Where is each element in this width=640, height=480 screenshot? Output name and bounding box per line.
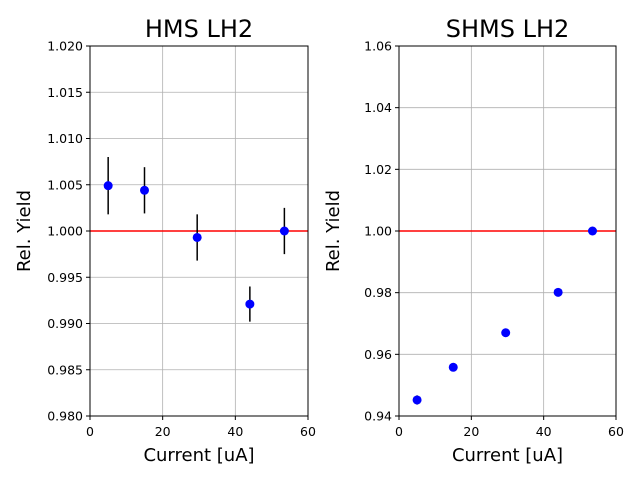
hms-data-point xyxy=(140,185,149,195)
hms-chart-title: HMS LH2 xyxy=(145,15,253,43)
shms-ytick-label: 0.98 xyxy=(364,285,392,300)
hms-xtick-label: 0 xyxy=(86,424,94,439)
shms-ytick-label: 1.00 xyxy=(364,224,392,239)
hms-data-point xyxy=(192,232,202,242)
hms-xtick-label: 60 xyxy=(300,424,316,439)
hms-ytick-label: 0.980 xyxy=(47,409,83,424)
shms-xtick-label: 40 xyxy=(536,424,552,439)
hms-ytick-label: 1.005 xyxy=(47,177,83,192)
shms-ytick-label: 0.96 xyxy=(364,347,392,362)
shms-y-axis-label: Rel. Yield xyxy=(323,190,344,272)
hms-data-point xyxy=(279,226,289,236)
hms-ytick-label: 1.000 xyxy=(47,224,83,239)
shms-data-point xyxy=(412,395,422,405)
shms-data-point xyxy=(448,362,458,372)
hms-ytick-label: 0.985 xyxy=(47,362,83,377)
shms-xtick-label: 60 xyxy=(608,424,624,439)
shms-ytick-label: 1.06 xyxy=(364,39,392,54)
hms-ytick-label: 1.020 xyxy=(47,39,83,54)
hms-ytick-label: 0.990 xyxy=(47,316,83,331)
shms-xtick-label: 0 xyxy=(395,424,403,439)
shms-xtick-label: 20 xyxy=(463,424,479,439)
shms-chart-title: SHMS LH2 xyxy=(446,15,570,43)
hms-xtick-label: 20 xyxy=(155,424,171,439)
hms-ytick-label: 0.995 xyxy=(47,270,83,285)
shms-ytick-label: 1.04 xyxy=(364,100,392,115)
shms-data-point xyxy=(553,287,563,297)
shms-data-point xyxy=(587,226,597,236)
hms-ytick-label: 1.015 xyxy=(47,85,83,100)
hms-xtick-label: 40 xyxy=(227,424,243,439)
shms-ytick-label: 1.02 xyxy=(364,162,392,177)
shms-x-axis-label: Current [uA] xyxy=(452,445,563,466)
hms-data-point xyxy=(103,181,113,191)
hms-x-axis-label: Current [uA] xyxy=(143,445,254,466)
shms-data-point xyxy=(501,328,511,338)
hms-y-axis-label: Rel. Yield xyxy=(14,190,35,272)
shms-ytick-label: 0.94 xyxy=(364,409,392,424)
hms-ytick-label: 1.010 xyxy=(47,131,83,146)
hms-data-point xyxy=(245,299,255,309)
